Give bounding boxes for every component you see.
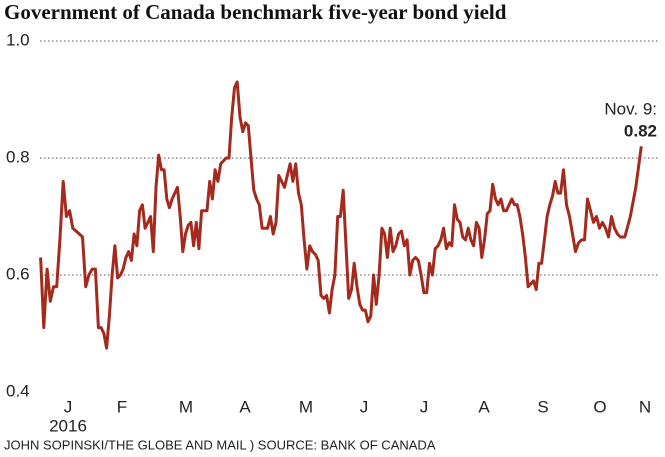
x-tick-label: O	[593, 397, 606, 416]
y-tick-label: 0.6	[6, 264, 30, 283]
x-tick-label: J	[420, 397, 429, 416]
x-tick-label: N	[639, 397, 651, 416]
last-value-label: 0.82	[624, 121, 657, 140]
x-tick-label: M	[299, 397, 313, 416]
chart-title: Government of Canada benchmark five-year…	[4, 0, 507, 24]
annotation: Nov. 9:	[604, 99, 657, 118]
year-label: 2016	[49, 416, 87, 435]
y-tick-label: 0.4	[6, 381, 30, 400]
x-tick-label: J	[64, 397, 73, 416]
x-tick-label: S	[537, 397, 548, 416]
x-tick-label: J	[360, 397, 369, 416]
x-tick-label: A	[239, 397, 251, 416]
y-tick-label: 1.0	[6, 30, 30, 49]
y-tick-label: 0.8	[6, 147, 30, 166]
x-tick-label: F	[117, 397, 127, 416]
x-tick-label: M	[179, 397, 193, 416]
yield-line	[39, 80, 643, 350]
x-tick-label: A	[478, 397, 490, 416]
source: JOHN SOPINSKI/THE GLOBE AND MAIL ) SOURC…	[4, 437, 436, 452]
